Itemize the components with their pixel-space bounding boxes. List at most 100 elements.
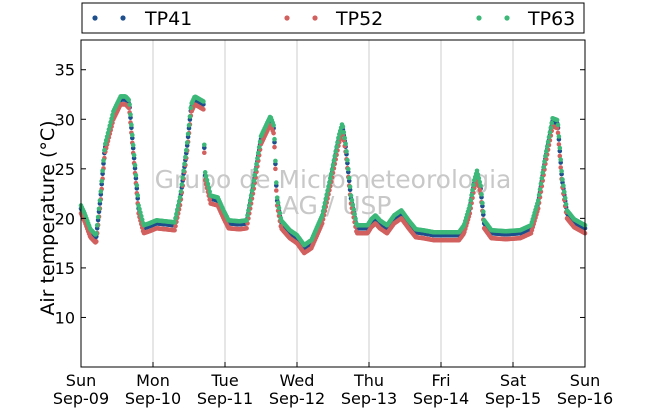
- point-tp63-294: [343, 141, 348, 147]
- point-tp63-291: [340, 124, 346, 129]
- point-tp63-301: [349, 197, 355, 203]
- point-tp63-57: [130, 132, 135, 138]
- point-tp63-143: [207, 189, 212, 194]
- point-tp52-137: [202, 150, 207, 156]
- point-tp63-58: [130, 142, 136, 148]
- x-tick-date-6: Sep-15: [485, 389, 541, 408]
- point-tp63-433: [468, 198, 474, 203]
- point-tp63-432: [467, 203, 473, 208]
- point-tp63-304: [352, 211, 357, 217]
- point-tp63-282: [332, 153, 338, 159]
- point-tp63-220: [276, 205, 282, 211]
- point-tp63-508: [535, 198, 541, 203]
- y-tick-label-20: 20: [55, 209, 75, 228]
- x-tick-weekday-4: Thu: [353, 371, 384, 390]
- point-tp63-63: [135, 193, 140, 198]
- point-tp63-302: [350, 202, 356, 208]
- point-tp63-284: [334, 144, 339, 150]
- point-tp52-532: [557, 153, 563, 159]
- y-tick-label-25: 25: [55, 160, 75, 179]
- point-tp63-53: [126, 97, 131, 103]
- point-tp63-509: [536, 192, 542, 198]
- point-tp63-297: [346, 166, 351, 172]
- x-tick-date-5: Sep-14: [413, 389, 469, 408]
- y-axis: 10 15 20 25 30 35: [55, 61, 585, 327]
- legend-marker-tp52-a: [284, 15, 290, 21]
- point-tp63-67: [139, 213, 144, 219]
- point-tp63-510: [537, 187, 543, 192]
- point-tp63-27: [103, 141, 108, 147]
- point-tp63-185: [245, 213, 250, 218]
- point-tp63-272: [323, 196, 329, 202]
- point-tp63-17: [94, 231, 99, 236]
- point-tp63-28: [103, 137, 109, 143]
- point-tp63-444: [478, 183, 483, 188]
- point-tp63-305: [353, 216, 358, 222]
- point-tp63-533: [558, 157, 563, 162]
- point-tp63-117: [184, 147, 189, 153]
- point-tp63-141: [205, 181, 211, 187]
- point-tp63-536: [561, 183, 566, 188]
- y-tick-label-10: 10: [55, 308, 75, 327]
- x-tick-date-2: Sep-11: [197, 389, 253, 408]
- point-tp63-122: [188, 105, 194, 111]
- x-tick-weekday-5: Fri: [431, 371, 450, 390]
- point-tp63-105: [173, 215, 178, 221]
- point-tp63-514: [541, 164, 546, 170]
- y-tick-label-35: 35: [55, 61, 75, 80]
- legend-marker-tp63-b: [504, 15, 510, 21]
- legend-label-tp63: TP63: [527, 8, 575, 30]
- point-tp63-221: [277, 210, 283, 216]
- point-tp63-140: [204, 177, 210, 183]
- point-tp63-275: [326, 184, 331, 189]
- point-tp63-441: [475, 172, 481, 177]
- point-tp63-299: [347, 184, 353, 190]
- point-tp63-214: [271, 122, 276, 128]
- point-tp63-534: [559, 168, 564, 174]
- point-tp63-436: [471, 182, 476, 188]
- point-tp63-54: [127, 102, 132, 107]
- x-tick-weekday-0: Sun: [66, 371, 96, 390]
- point-tp63-523: [549, 120, 554, 126]
- point-tp52-531: [556, 142, 562, 147]
- point-tp63-26: [102, 147, 107, 153]
- point-tp63-142: [206, 185, 212, 191]
- point-tp63-24: [100, 168, 105, 174]
- x-tick-weekday-3: Wed: [280, 371, 315, 390]
- data-series: [78, 94, 588, 256]
- point-tp63-271: [322, 200, 328, 206]
- y-tick-label-30: 30: [55, 110, 75, 129]
- point-tp63-446: [480, 200, 485, 206]
- x-tick-weekday-6: Sat: [500, 371, 526, 390]
- legend-marker-tp52-b: [312, 15, 318, 21]
- legend-entry-tp52: TP52: [284, 8, 383, 30]
- point-tp63-35: [110, 112, 115, 118]
- point-tp63-68: [139, 217, 145, 222]
- point-tp63-21: [97, 198, 103, 203]
- point-tp63-281: [331, 158, 337, 163]
- point-tp63-434: [469, 192, 474, 198]
- point-tp63-303: [351, 207, 357, 212]
- point-tp63-115: [182, 161, 187, 167]
- point-tp63-187: [247, 203, 252, 208]
- point-tp63-521: [547, 130, 553, 135]
- point-tp63-106: [174, 211, 179, 217]
- point-tp52-215: [272, 144, 277, 150]
- point-tp63-184: [244, 218, 249, 223]
- point-tp63-22: [98, 189, 104, 194]
- legend-marker-tp41-a: [92, 15, 98, 21]
- point-tp63-66: [138, 210, 143, 215]
- legend-marker-tp41-b: [120, 15, 126, 21]
- point-tp63-33: [108, 119, 113, 125]
- point-tp52-105: [173, 223, 178, 229]
- point-tp63-23: [99, 178, 104, 184]
- point-tp52-214: [271, 130, 276, 136]
- point-tp63-107: [175, 207, 180, 213]
- point-tp63-194: [253, 167, 258, 172]
- point-tp52-216: [273, 166, 278, 172]
- point-tp63-136: [201, 99, 206, 104]
- point-tp63-119: [185, 131, 191, 137]
- point-tp63-296: [345, 157, 350, 163]
- point-tp63-539: [563, 201, 569, 207]
